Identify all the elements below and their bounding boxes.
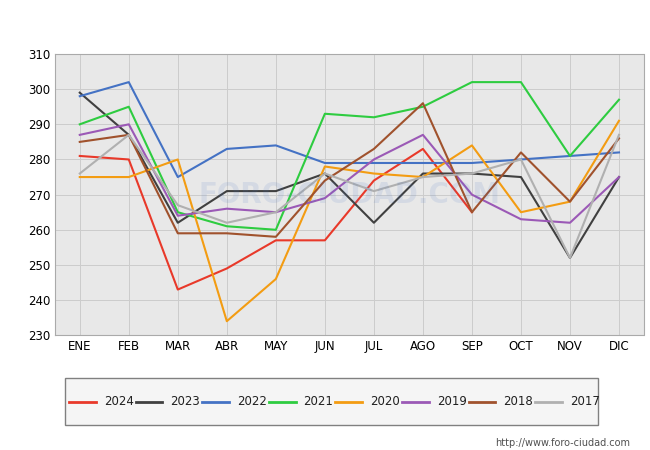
Text: 2024: 2024 [103,395,133,408]
Text: 2018: 2018 [503,395,533,408]
FancyBboxPatch shape [65,378,598,425]
Text: 2022: 2022 [237,395,266,408]
Text: 2019: 2019 [437,395,467,408]
Text: FORO-CIUDAD.COM: FORO-CIUDAD.COM [198,180,500,209]
Text: 2023: 2023 [170,395,200,408]
Text: 2017: 2017 [570,395,600,408]
Text: http://www.foro-ciudad.com: http://www.foro-ciudad.com [495,438,630,448]
Text: 2020: 2020 [370,395,400,408]
Text: Afiliados en Madrigal de las Altas Torres a 30/9/2024: Afiliados en Madrigal de las Altas Torre… [99,16,551,31]
Text: 2021: 2021 [304,395,333,408]
